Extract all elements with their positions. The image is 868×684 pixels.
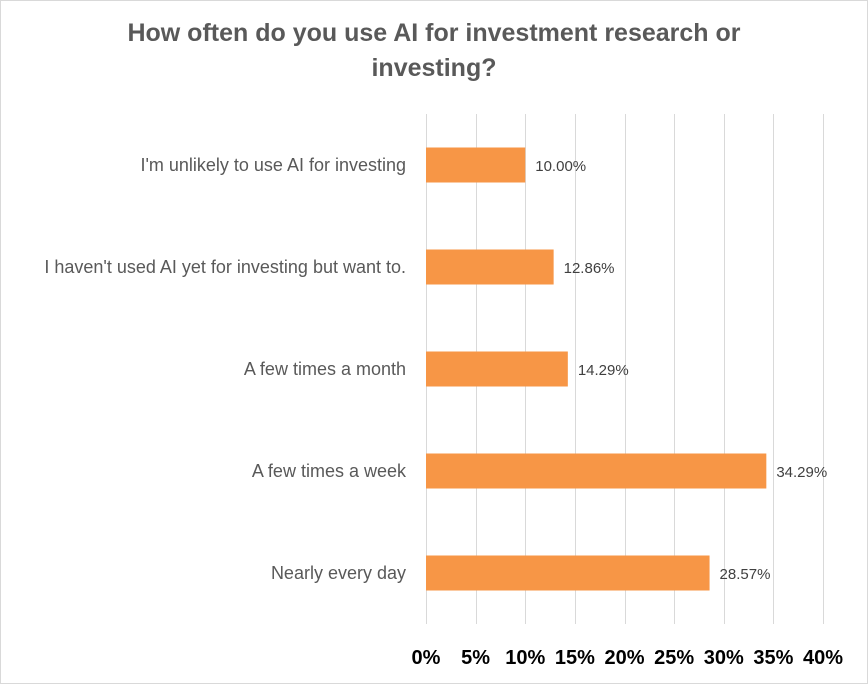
x-tick-label-8: 40% bbox=[803, 647, 843, 669]
data-label-2: 14.29% bbox=[578, 362, 629, 379]
x-tick-label-6: 30% bbox=[704, 647, 744, 669]
x-tick-label-1: 5% bbox=[461, 647, 490, 669]
x-tick-label-4: 20% bbox=[604, 647, 644, 669]
bar-0 bbox=[426, 147, 526, 183]
category-label-2: A few times a month bbox=[244, 359, 406, 379]
data-label-3: 34.29% bbox=[776, 464, 827, 481]
chart-title-line-2: investing? bbox=[371, 54, 497, 82]
x-tick-label-5: 25% bbox=[654, 647, 694, 669]
bar-1 bbox=[426, 249, 554, 285]
x-tick-label-0: 0% bbox=[412, 647, 441, 669]
category-label-4: Nearly every day bbox=[271, 563, 406, 583]
category-label-3: A few times a week bbox=[252, 461, 407, 481]
x-tick-label-2: 10% bbox=[505, 647, 545, 669]
data-label-0: 10.00% bbox=[535, 158, 586, 175]
x-tick-label-3: 15% bbox=[555, 647, 595, 669]
bar-3 bbox=[426, 453, 767, 489]
bar-4 bbox=[426, 555, 710, 591]
data-label-1: 12.86% bbox=[564, 260, 615, 277]
chart-title: How often do you use AI for investment r… bbox=[0, 16, 868, 86]
chart-title-line-1: How often do you use AI for investment r… bbox=[127, 19, 741, 47]
data-label-4: 28.57% bbox=[720, 566, 771, 583]
x-tick-label-7: 35% bbox=[753, 647, 793, 669]
category-label-1: I haven't used AI yet for investing but … bbox=[44, 257, 406, 277]
bar-2 bbox=[426, 351, 568, 387]
category-label-0: I'm unlikely to use AI for investing bbox=[140, 155, 406, 175]
